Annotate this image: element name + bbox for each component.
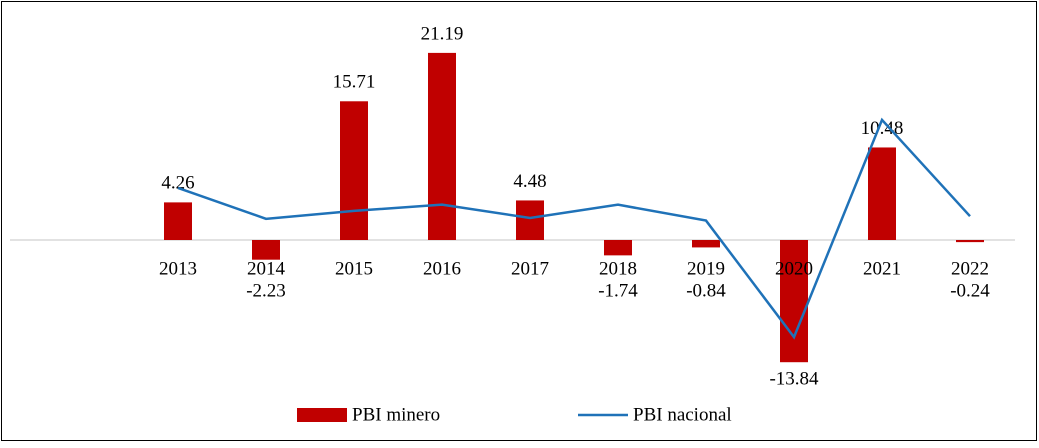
x-tick-label: 2021: [863, 258, 901, 279]
data-label: -13.84: [769, 369, 819, 390]
x-tick-label: 2018: [599, 258, 637, 279]
data-label: -0.84: [686, 280, 726, 301]
bar: [340, 101, 368, 240]
bar: [868, 147, 896, 240]
data-label: 10.48: [861, 118, 904, 139]
legend-label: PBI nacional: [633, 404, 732, 425]
x-tick-label: 2017: [511, 258, 549, 279]
data-label: -2.23: [246, 280, 286, 301]
x-tick-label: 2020: [775, 258, 813, 279]
x-tick-label: 2016: [423, 258, 461, 279]
x-tick-label: 2022: [951, 258, 989, 279]
x-tick-label: 2015: [335, 258, 373, 279]
bar: [956, 240, 984, 243]
x-tick-label: 2014: [247, 258, 286, 279]
legend-label: PBI minero: [352, 404, 440, 425]
x-tick-label: 2013: [159, 258, 197, 279]
data-label: -0.24: [950, 280, 990, 301]
data-label: 4.48: [513, 171, 546, 192]
bar: [252, 240, 280, 260]
data-label: -1.74: [598, 280, 638, 301]
bar: [164, 202, 192, 240]
data-label: 4.26: [161, 173, 194, 194]
data-label: 21.19: [421, 23, 464, 44]
bar: [692, 240, 720, 248]
x-tick-label: 2019: [687, 258, 725, 279]
bar: [428, 52, 456, 240]
bar: [780, 240, 808, 363]
line: [177, 117, 971, 340]
chart-border: [1, 1, 1037, 441]
bar: [604, 240, 632, 256]
bar: [516, 200, 544, 240]
data-label: 15.71: [333, 72, 376, 93]
legend-swatch: [297, 408, 347, 422]
